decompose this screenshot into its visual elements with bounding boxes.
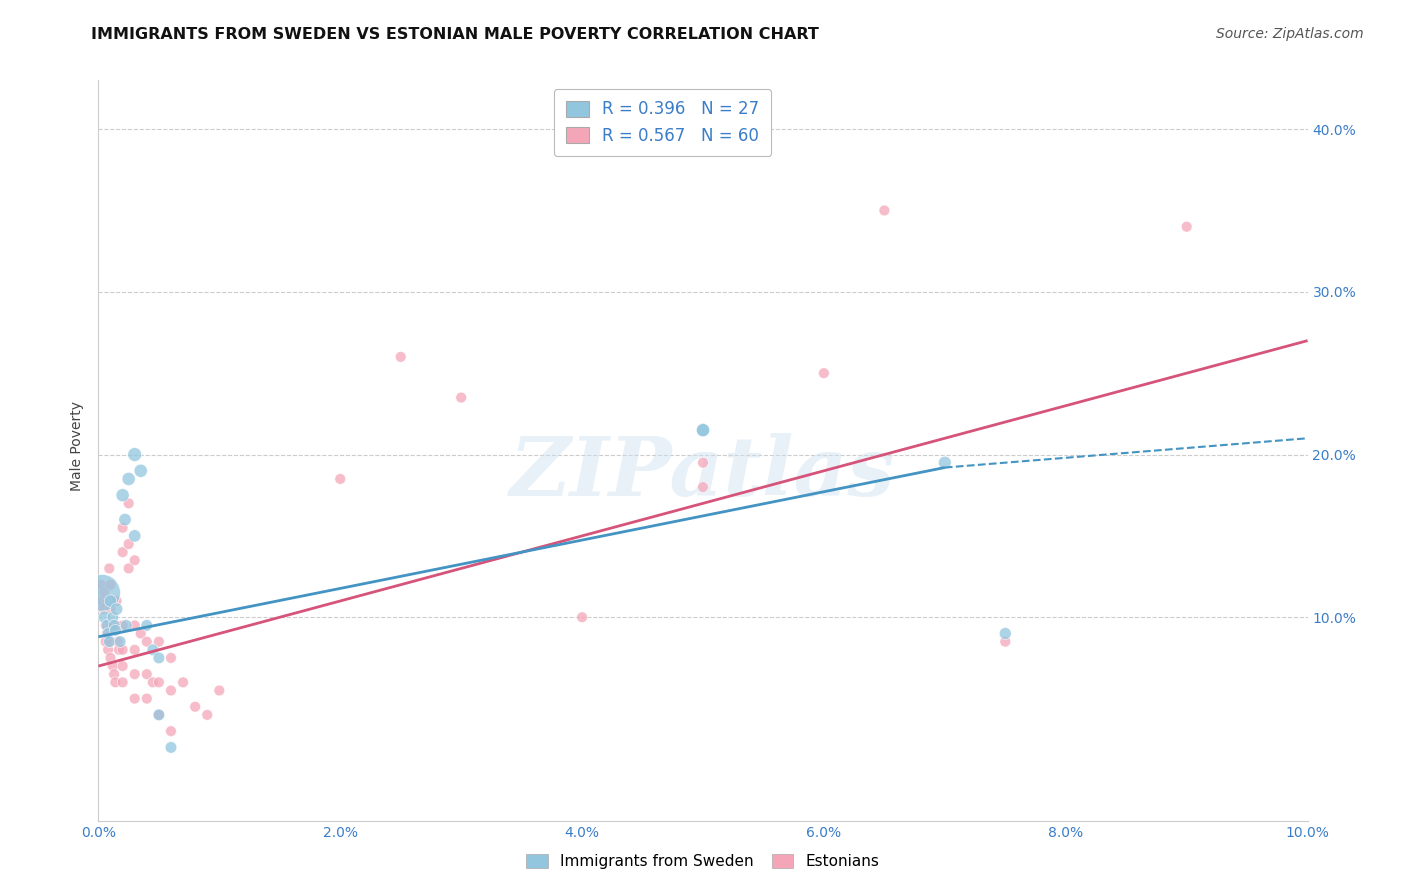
Point (98, 561, 121, 575)
Point (129, 464, 152, 478)
Point (94, 618, 117, 632)
Point (91, 594, 114, 608)
Point (100, 602, 122, 616)
Point (160, 724, 183, 739)
Point (124, 667, 146, 681)
Point (148, 675, 170, 690)
Point (101, 659, 124, 673)
Point (160, 651, 183, 665)
Point (208, 683, 231, 698)
Point (389, 350, 412, 364)
Point (105, 602, 128, 616)
Point (103, 667, 125, 681)
Point (105, 594, 128, 608)
Point (994, 626, 1017, 640)
Point (118, 561, 141, 575)
Point (571, 610, 593, 624)
Point (111, 659, 134, 673)
Point (101, 610, 124, 624)
Point (111, 618, 134, 632)
Point (93, 586, 115, 600)
Point (934, 456, 956, 470)
Point (91, 602, 114, 616)
Point (104, 675, 127, 690)
Point (184, 699, 207, 714)
Point (873, 203, 896, 218)
Point (107, 634, 129, 648)
Legend: R = 0.396   N = 27, R = 0.567   N = 60: R = 0.396 N = 27, R = 0.567 N = 60 (554, 88, 772, 156)
Point (108, 642, 131, 657)
Point (105, 618, 128, 632)
Point (148, 634, 170, 648)
Point (129, 626, 152, 640)
Point (100, 634, 122, 648)
Point (124, 553, 146, 567)
Point (994, 634, 1017, 648)
Point (96, 626, 118, 640)
Point (90, 577, 112, 591)
Point (111, 488, 134, 502)
Point (97, 626, 120, 640)
Point (114, 513, 136, 527)
Point (160, 683, 183, 698)
Point (148, 707, 170, 722)
Legend: Immigrants from Sweden, Estonians: Immigrants from Sweden, Estonians (520, 847, 886, 875)
Point (118, 537, 141, 551)
Point (124, 642, 146, 657)
Point (142, 642, 165, 657)
Text: Male Poverty: Male Poverty (70, 401, 84, 491)
Point (450, 391, 472, 405)
Point (103, 618, 125, 632)
Point (96, 618, 118, 632)
Point (329, 472, 352, 486)
Point (135, 691, 157, 706)
Point (94, 634, 117, 648)
Point (172, 675, 194, 690)
Point (98, 634, 121, 648)
Point (111, 545, 134, 559)
Point (124, 448, 146, 462)
Point (111, 675, 134, 690)
Point (93, 610, 115, 624)
Point (135, 634, 157, 648)
Point (118, 496, 141, 510)
Point (148, 707, 170, 722)
Point (148, 651, 170, 665)
Text: ZIPatlas: ZIPatlas (510, 433, 896, 513)
Point (135, 667, 157, 681)
Point (692, 456, 714, 470)
Point (124, 529, 146, 543)
Point (100, 618, 122, 632)
Point (100, 594, 122, 608)
Point (142, 675, 165, 690)
Point (160, 740, 183, 755)
Point (135, 618, 157, 632)
Point (97, 642, 120, 657)
Point (108, 634, 131, 648)
Point (1175, 219, 1198, 234)
Point (115, 618, 138, 632)
Point (124, 618, 146, 632)
Text: IMMIGRANTS FROM SWEDEN VS ESTONIAN MALE POVERTY CORRELATION CHART: IMMIGRANTS FROM SWEDEN VS ESTONIAN MALE … (91, 27, 820, 42)
Point (104, 624, 127, 638)
Point (692, 423, 714, 437)
Point (111, 521, 134, 535)
Text: Source: ZipAtlas.com: Source: ZipAtlas.com (1216, 27, 1364, 41)
Point (100, 577, 122, 591)
Point (813, 366, 835, 380)
Point (111, 642, 134, 657)
Point (124, 691, 146, 706)
Point (692, 480, 714, 494)
Point (195, 707, 218, 722)
Point (91, 586, 114, 600)
Point (118, 472, 141, 486)
Point (692, 423, 714, 437)
Point (100, 651, 122, 665)
